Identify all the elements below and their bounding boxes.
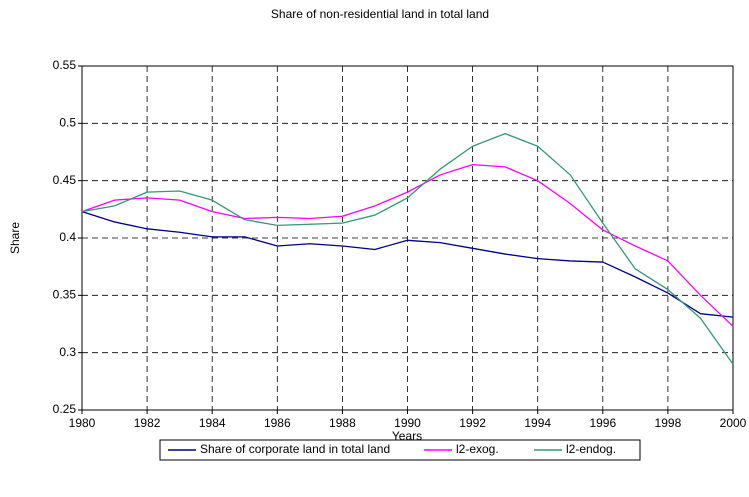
legend-label: Share of corporate land in total land [200,442,390,456]
y-tick-label: 0.45 [53,173,77,187]
x-tick-label: 1982 [134,416,161,430]
x-tick-label: 1990 [394,416,421,430]
x-tick-label: 1984 [199,416,226,430]
x-tick-label: 1988 [329,416,356,430]
series-line [81,211,734,318]
x-tick-label: 1992 [459,416,486,430]
y-tick-label: 0.4 [59,230,76,244]
series-line [81,163,734,327]
y-axis-label: Share [8,222,22,254]
x-tick-label: 2000 [720,416,747,430]
plot-border [81,65,734,411]
legend-label: l2-exog. [456,442,499,456]
legend-label: l2-endog. [566,442,616,456]
x-tick-label: 1998 [655,416,682,430]
chart-title: Share of non-residential land in total l… [271,7,489,21]
y-tick-label: 0.25 [53,402,77,416]
legend-box [159,439,641,461]
y-tick-label: 0.35 [53,288,77,302]
x-tick-label: 1994 [524,416,551,430]
x-tick-label: 1980 [69,416,96,430]
y-tick-label: 0.5 [59,116,76,130]
x-tick-label: 1986 [264,416,291,430]
y-tick-label: 0.55 [53,58,77,72]
x-tick-label: 1996 [589,416,616,430]
series-line [81,133,734,365]
y-tick-label: 0.3 [59,345,76,359]
